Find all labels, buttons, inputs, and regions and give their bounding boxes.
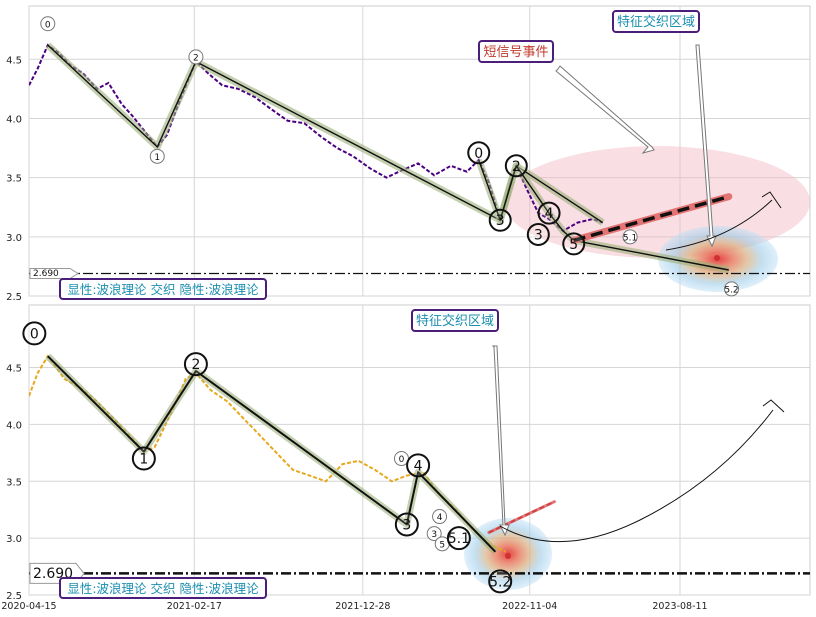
annotation-short-signal-text: 短信号事件 [483, 45, 548, 60]
support-value-label: 2.690 [33, 269, 59, 279]
y-tick-label: 4.0 [6, 420, 22, 431]
bottom-x-ticks: 2020-04-15 2021-02-17 2021-12-28 2022-11-04… [1, 601, 707, 612]
top-support-line: 2.690 [29, 268, 810, 280]
wave-marker-circle [406, 453, 431, 478]
x-tick-label: 2020-04-15 [1, 601, 56, 612]
wave-marker-circle [537, 201, 561, 225]
wave-marker-label: 4 [414, 458, 423, 474]
annotation-feature-zone-bottom: 特征交织区域 [411, 309, 499, 332]
wave-marker-circle [488, 569, 513, 594]
x-tick-label: 2021-12-28 [335, 601, 390, 612]
wave-marker-circle [426, 526, 442, 542]
projection-dashed-line [488, 500, 555, 534]
wave-marker-circle [526, 222, 550, 246]
wave-marker-label: 2 [512, 159, 521, 175]
wave-marker-circle [467, 141, 491, 165]
wave-marker-circle [622, 229, 638, 245]
wave-marker-circle [504, 154, 528, 178]
wave-marker-label: 2 [191, 357, 200, 373]
wave-marker-label: 5.1 [448, 531, 470, 547]
projection-arc-top [665, 199, 773, 251]
wave-marker-label: 5.2 [489, 574, 511, 590]
top-series [29, 42, 733, 274]
annotation-feature-zone-bottom-text: 特征交织区域 [416, 313, 494, 329]
wave-marker-label: 3 [431, 530, 437, 540]
wave-marker-label: 5.2 [724, 285, 738, 295]
y-tick-label: 3.5 [6, 174, 22, 185]
wave-marker-label: 0 [474, 146, 483, 162]
wave-marker-circle [22, 321, 47, 346]
arc-end-bracket-bottom [762, 399, 785, 413]
arrow-short-signal [555, 65, 655, 154]
wave-marker-circle [40, 16, 56, 32]
annotation-feature-zone-top-text: 特征交织区域 [617, 14, 695, 30]
projection-dashed-line [573, 194, 730, 243]
top-decorations [555, 44, 782, 261]
wave-marker-label: 0 [399, 455, 405, 465]
wave-marker-label: 5.1 [623, 233, 637, 243]
wave-marker-label: 1 [139, 452, 148, 468]
wave-marker-circle [131, 446, 156, 471]
wave-marker-label: 5 [439, 540, 445, 550]
x-tick-label: 2022-11-04 [502, 601, 557, 612]
wave-marker-label: 5 [569, 237, 578, 253]
y-tick-label: 3.0 [6, 233, 22, 244]
wave-marker-label: 4 [437, 513, 443, 523]
bottom-panel: 2.5 3.0 3.5 4.0 4.5 2020-04-15 2021-02-17 2021… [1, 304, 811, 612]
support-tag-shape [29, 268, 79, 280]
wave-marker-label: 0 [30, 326, 39, 342]
wave-marker-circle [446, 526, 471, 551]
arrow-feature-zone-bottom [491, 345, 510, 537]
wave-line [47, 355, 497, 553]
price-series-line [29, 43, 604, 233]
y-tick-label: 2.5 [6, 292, 22, 303]
y-tick-label: 3.5 [6, 477, 22, 488]
annotation-short-signal: 短信号事件 [478, 40, 554, 63]
heat-center-dot [714, 255, 720, 261]
y-tick-label: 4.5 [6, 55, 22, 66]
arc-end-bracket-top [761, 191, 782, 209]
bottom-y-ticks: 2.5 3.0 3.5 4.0 4.5 [6, 364, 22, 602]
heat-center-dot [505, 553, 511, 559]
wave-marker-circle [724, 281, 740, 297]
bottom-decorations [491, 345, 785, 559]
wave-marker-label: 1 [154, 153, 160, 163]
wave-marker-label: 3 [496, 213, 505, 229]
legend-bottom-text: 显性:波浪理论 交织 隐性:波浪理论 [67, 581, 259, 596]
legend-top-text: 显性:波浪理论 交织 隐性:波浪理论 [67, 282, 259, 297]
legend-top: 显性:波浪理论 交织 隐性:波浪理论 [59, 278, 267, 300]
wave-marker-circle [562, 232, 586, 256]
wave-marker-circle [432, 509, 448, 525]
y-tick-label: 3.0 [6, 534, 22, 545]
y-tick-label: 4.0 [6, 114, 22, 125]
arrow-feature-zone-top [695, 44, 717, 248]
projection-arc-bottom [499, 409, 774, 543]
wave-marker-label: 3 [534, 227, 543, 243]
wave-marker-circle [188, 49, 204, 65]
wave-marker-label: 3 [402, 517, 411, 533]
y-tick-label: 2.5 [6, 591, 22, 602]
wave-marker-circle [488, 208, 512, 232]
wave-marker-circle [394, 512, 419, 537]
y-tick-label: 4.5 [6, 364, 22, 375]
wave-marker-circle [183, 352, 208, 377]
wave-marker-label: 2 [193, 53, 199, 63]
wave-marker-label: 4 [545, 206, 554, 222]
wave-marker-label: 0 [45, 20, 51, 30]
legend-bottom: 显性:波浪理论 交织 隐性:波浪理论 [59, 577, 267, 599]
x-tick-label: 2021-02-17 [167, 601, 222, 612]
x-tick-label: 2023-08-11 [652, 601, 707, 612]
bottom-series [29, 353, 556, 555]
top-y-ticks: 2.5 3.0 3.5 4.0 4.5 [6, 55, 22, 303]
wave-marker-circle [149, 148, 165, 164]
annotation-feature-zone-top: 特征交织区域 [612, 10, 700, 33]
